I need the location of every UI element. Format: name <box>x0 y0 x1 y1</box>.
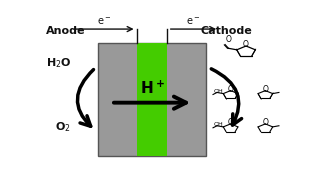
Bar <box>98 43 206 156</box>
Text: O$_2$: O$_2$ <box>55 120 71 134</box>
Text: Cathode: Cathode <box>201 26 253 36</box>
Text: O: O <box>226 35 232 44</box>
Text: e$^-$: e$^-$ <box>97 16 111 27</box>
Text: $\mathbf{H^+}$: $\mathbf{H^+}$ <box>140 80 165 97</box>
Text: H$_2$O: H$_2$O <box>45 56 71 70</box>
Text: Anode: Anode <box>46 26 86 36</box>
Text: O: O <box>262 85 268 94</box>
Text: e$^-$: e$^-$ <box>186 16 200 27</box>
Bar <box>137 43 167 156</box>
Text: OH: OH <box>214 122 223 127</box>
Text: O: O <box>262 118 268 127</box>
Text: O: O <box>243 40 249 49</box>
Text: O: O <box>228 85 233 94</box>
Text: O: O <box>228 118 233 127</box>
Text: OH: OH <box>214 89 223 94</box>
